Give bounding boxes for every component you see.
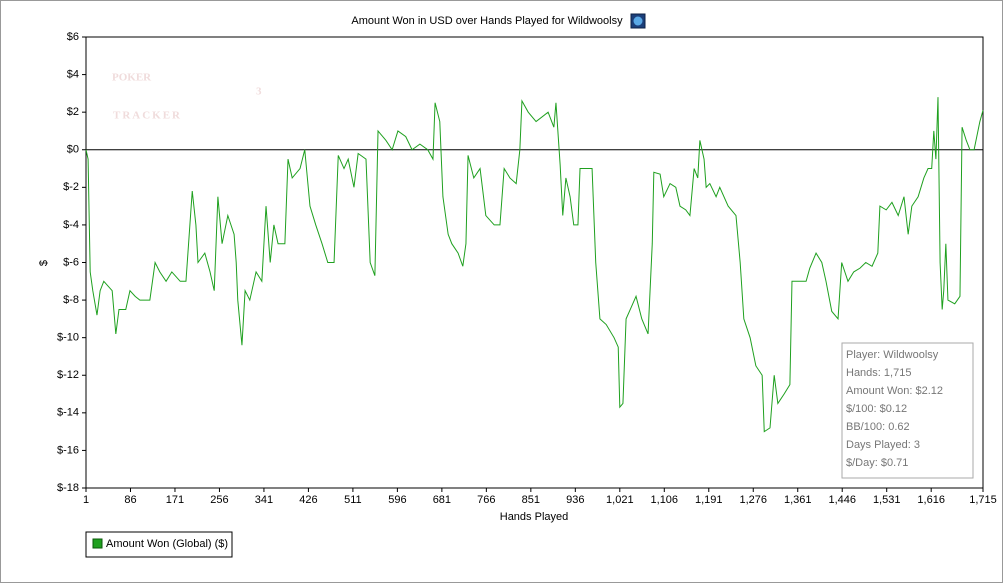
y-tick-label: $2 [67,106,79,118]
info-line: Player: Wildwoolsy [846,349,939,361]
x-tick-label: 511 [344,494,362,506]
info-box-frame [841,342,974,479]
x-axis-label: Hands Played [500,511,569,523]
y-tick-label: $-2 [63,181,79,193]
y-axis-label: $ [38,260,50,266]
legend-swatch [92,538,103,549]
x-tick-label: 1,715 [969,494,997,506]
x-tick-label: 1 [83,494,89,506]
y-tick-label: $-18 [57,482,79,494]
x-tick-label: 1,191 [695,494,723,506]
x-tick-label: 86 [124,494,136,506]
x-tick-label: 1,531 [873,494,901,506]
y-tick-label: $-12 [57,369,79,381]
y-tick-label: $0 [67,144,79,156]
legend-label: Amount Won (Global) ($) [106,538,228,550]
info-line: $/Day: $0.71 [846,457,908,469]
x-tick-label: 851 [522,494,540,506]
info-line: Amount Won: $2.12 [846,385,943,397]
chart-title: Amount Won in USD over Hands Played for … [351,15,623,27]
x-tick-label: 766 [477,494,495,506]
y-tick-label: $-4 [63,219,79,231]
watermark-tracker: TRACKER [113,110,182,122]
x-tick-label: 1,276 [739,494,767,506]
x-tick-label: 341 [255,494,273,506]
y-tick-label: $-14 [57,407,79,419]
title-icon [630,13,646,29]
x-tick-label: 596 [388,494,406,506]
series-line [85,97,984,433]
y-tick-label: $4 [67,68,79,80]
x-tick-label: 171 [166,494,184,506]
watermark-badge: 3 [256,86,262,98]
info-line: $/100: $0.12 [846,403,907,415]
y-tick-label: $-6 [63,256,79,268]
x-tick-label: 936 [566,494,584,506]
x-tick-label: 1,021 [606,494,634,506]
x-tick-label: 1,446 [828,494,856,506]
y-tick-label: $-8 [63,294,79,306]
x-tick-label: 426 [299,494,317,506]
y-tick-label: $-10 [57,332,79,344]
y-tick-label: $6 [67,31,79,43]
x-tick-label: 681 [433,494,451,506]
watermark-poker: POKER [112,72,152,84]
x-tick-label: 1,106 [651,494,679,506]
info-line: Days Played: 3 [846,439,920,451]
info-line: Hands: 1,715 [846,367,911,379]
info-line: BB/100: 0.62 [846,421,910,433]
x-tick-label: 1,616 [917,494,945,506]
info-box: Player: Wildwoolsy Hands: 1,715 Amount Won… [841,342,974,479]
x-tick-label: 256 [210,494,228,506]
legend [85,531,233,558]
y-tick-label: $-16 [57,444,79,456]
x-tick-label: 1,361 [784,494,812,506]
